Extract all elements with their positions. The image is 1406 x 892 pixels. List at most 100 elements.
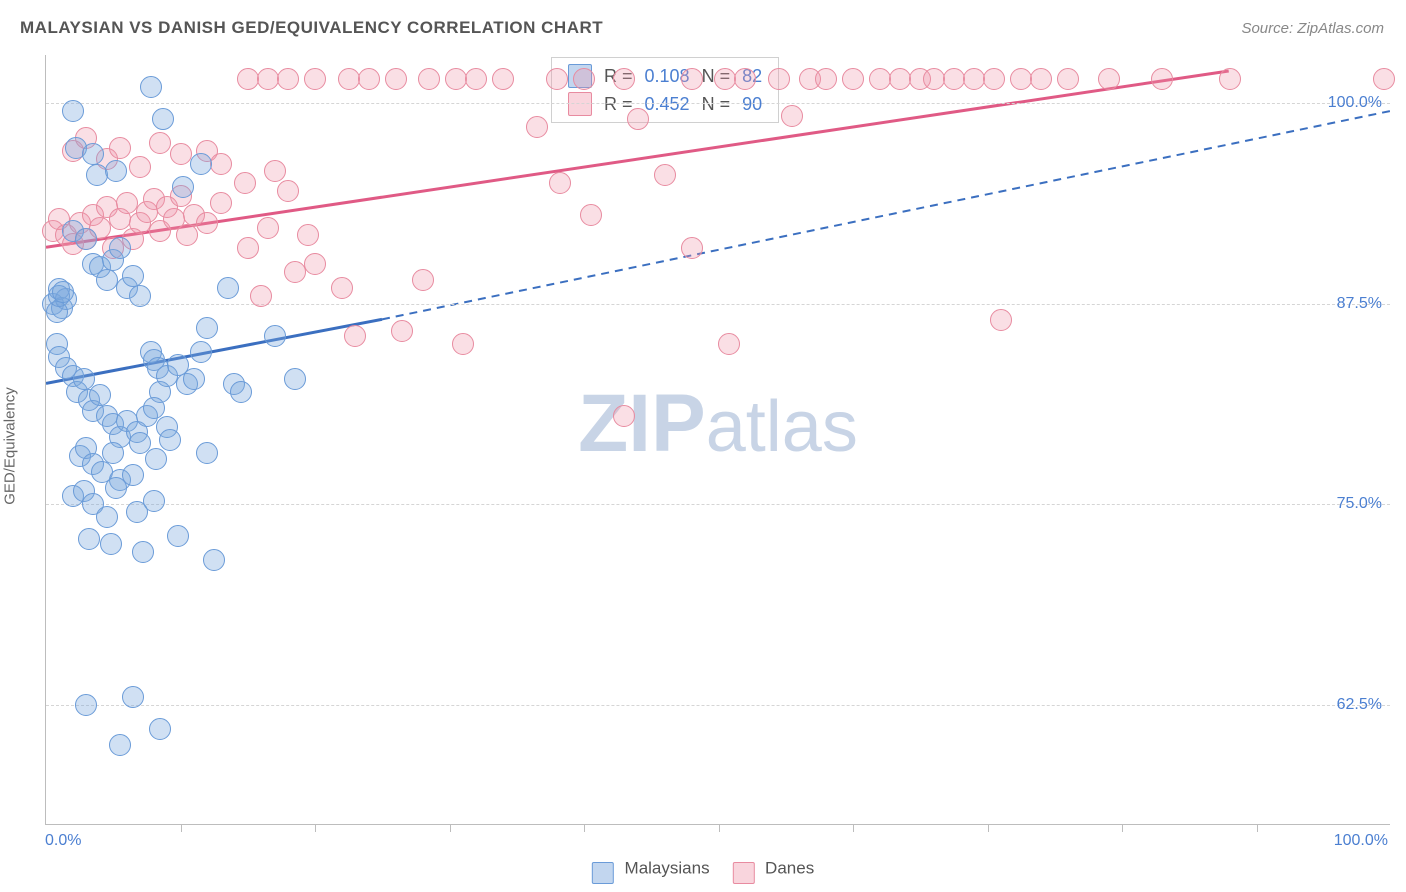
data-point-pink xyxy=(234,172,256,194)
y-tick-label: 62.5% xyxy=(1337,696,1382,714)
x-tick xyxy=(853,824,854,832)
data-point-pink xyxy=(681,68,703,90)
data-point-blue xyxy=(96,506,118,528)
data-point-blue xyxy=(159,429,181,451)
data-point-pink xyxy=(627,108,649,130)
data-point-blue xyxy=(284,368,306,390)
data-point-pink xyxy=(1151,68,1173,90)
data-point-pink xyxy=(338,68,360,90)
data-point-blue xyxy=(75,694,97,716)
data-point-pink xyxy=(129,156,151,178)
data-point-pink xyxy=(284,261,306,283)
data-point-pink xyxy=(196,212,218,234)
gridline xyxy=(46,705,1390,706)
data-point-pink xyxy=(358,68,380,90)
data-point-blue xyxy=(75,228,97,250)
data-point-pink xyxy=(1010,68,1032,90)
data-point-blue xyxy=(167,525,189,547)
data-point-pink xyxy=(1098,68,1120,90)
data-point-pink xyxy=(257,68,279,90)
data-point-pink xyxy=(549,172,571,194)
data-point-pink xyxy=(465,68,487,90)
data-point-pink xyxy=(815,68,837,90)
data-point-blue xyxy=(100,533,122,555)
data-point-pink xyxy=(445,68,467,90)
data-point-pink xyxy=(1030,68,1052,90)
data-point-blue xyxy=(132,541,154,563)
x-tick xyxy=(1257,824,1258,832)
data-point-pink xyxy=(391,320,413,342)
data-point-pink xyxy=(116,192,138,214)
data-point-pink xyxy=(654,164,676,186)
data-point-pink xyxy=(781,105,803,127)
plot-area: ZIPatlas R = 0.108 N = 82 R = 0.452 N = … xyxy=(45,55,1390,825)
x-tick xyxy=(315,824,316,832)
data-point-pink xyxy=(297,224,319,246)
data-point-blue xyxy=(190,153,212,175)
y-tick-label: 100.0% xyxy=(1328,94,1382,112)
data-point-blue xyxy=(105,477,127,499)
data-point-pink xyxy=(452,333,474,355)
data-point-pink xyxy=(344,325,366,347)
data-point-blue xyxy=(196,317,218,339)
data-point-blue xyxy=(149,718,171,740)
data-point-pink xyxy=(734,68,756,90)
data-point-blue xyxy=(109,237,131,259)
data-point-pink xyxy=(385,68,407,90)
data-point-blue xyxy=(82,143,104,165)
x-tick xyxy=(719,824,720,832)
data-point-pink xyxy=(277,68,299,90)
x-tick xyxy=(1122,824,1123,832)
data-point-pink xyxy=(237,68,259,90)
trend-line xyxy=(382,111,1390,319)
series2-name: Danes xyxy=(765,858,814,877)
data-point-pink xyxy=(613,68,635,90)
data-point-pink xyxy=(613,405,635,427)
watermark-prefix: ZIP xyxy=(578,378,706,469)
data-point-blue xyxy=(52,281,74,303)
data-point-pink xyxy=(889,68,911,90)
watermark-suffix: atlas xyxy=(706,387,858,467)
data-point-blue xyxy=(145,448,167,470)
data-point-pink xyxy=(277,180,299,202)
data-point-pink xyxy=(842,68,864,90)
data-point-pink xyxy=(546,68,568,90)
data-point-blue xyxy=(143,490,165,512)
x-min-label: 0.0% xyxy=(45,832,81,850)
swatch-pink-icon xyxy=(732,862,754,884)
data-point-pink xyxy=(210,192,232,214)
data-point-pink xyxy=(1057,68,1079,90)
data-point-blue xyxy=(89,384,111,406)
data-point-pink xyxy=(1219,68,1241,90)
data-point-pink xyxy=(990,309,1012,331)
data-point-pink xyxy=(768,68,790,90)
data-point-blue xyxy=(183,368,205,390)
data-point-pink xyxy=(331,277,353,299)
data-point-blue xyxy=(96,269,118,291)
data-point-pink xyxy=(681,237,703,259)
x-tick xyxy=(181,824,182,832)
data-point-blue xyxy=(203,549,225,571)
trend-lines xyxy=(46,55,1390,824)
data-point-blue xyxy=(122,686,144,708)
data-point-pink xyxy=(580,204,602,226)
data-point-pink xyxy=(718,333,740,355)
data-point-pink xyxy=(923,68,945,90)
gridline xyxy=(46,304,1390,305)
x-tick xyxy=(988,824,989,832)
data-point-blue xyxy=(152,108,174,130)
data-point-pink xyxy=(412,269,434,291)
y-tick-label: 75.0% xyxy=(1337,495,1382,513)
gridline xyxy=(46,103,1390,104)
data-point-blue xyxy=(105,160,127,182)
data-point-pink xyxy=(170,143,192,165)
data-point-blue xyxy=(230,381,252,403)
data-point-pink xyxy=(418,68,440,90)
data-point-pink xyxy=(257,217,279,239)
data-point-blue xyxy=(129,285,151,307)
data-point-pink xyxy=(109,137,131,159)
data-point-blue xyxy=(264,325,286,347)
data-point-blue xyxy=(217,277,239,299)
bottom-legend: Malaysians Danes xyxy=(592,858,814,880)
data-point-pink xyxy=(983,68,1005,90)
